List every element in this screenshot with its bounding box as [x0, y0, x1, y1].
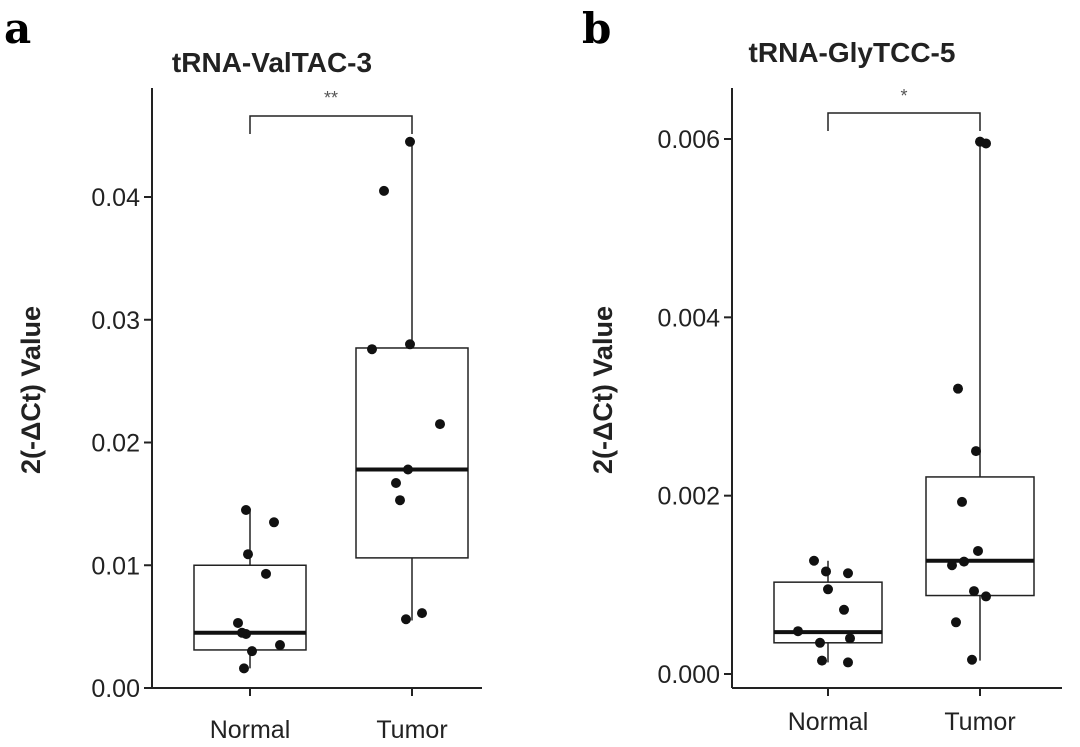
significance-bracket	[827, 112, 981, 131]
x-tick-label-normal: Normal	[788, 708, 869, 736]
y-axis-label: 2(-ΔCt) Value	[588, 306, 618, 474]
panel-letter-b: b	[582, 4, 612, 53]
data-point-tumor	[367, 344, 377, 355]
data-point-normal	[237, 627, 247, 638]
y-tick-label: 0.02	[91, 430, 140, 458]
data-point-tumor	[417, 608, 427, 619]
x-tick-label-tumor: Tumor	[376, 716, 447, 744]
data-point-tumor	[953, 383, 963, 394]
y-axis-label: 2(-ΔCt) Value	[16, 306, 46, 474]
data-point-tumor	[973, 545, 983, 556]
data-point-normal	[239, 663, 249, 674]
chart-panel-b: tRNA-GlyTCC-5 2(-ΔCt) Value 0.000 0.002 0.00…	[588, 37, 1062, 736]
y-tick-label: 0.03	[91, 307, 140, 335]
data-point-normal	[275, 640, 285, 651]
data-point-normal	[269, 517, 279, 528]
y-tick-label: 0.00	[91, 675, 140, 703]
box-body	[193, 564, 307, 651]
data-point-normal	[843, 657, 853, 668]
data-point-normal	[261, 568, 271, 579]
data-point-tumor	[401, 614, 411, 625]
data-point-tumor	[981, 591, 991, 602]
data-point-tumor	[969, 586, 979, 597]
y-tick-label: 0.002	[657, 483, 720, 511]
y-tick-label: 0.004	[657, 304, 720, 332]
significance-label: *	[900, 86, 907, 106]
data-point-normal	[243, 549, 253, 560]
data-point-tumor	[403, 464, 413, 475]
data-point-normal	[817, 655, 827, 666]
data-point-tumor	[405, 339, 415, 350]
box-body	[925, 476, 1035, 597]
y-tick-label: 0.000	[657, 661, 720, 689]
panel-letter-a: a	[4, 4, 32, 53]
data-point-tumor	[967, 654, 977, 665]
box-tumor	[925, 141, 1035, 661]
chart-panel-a: tRNA-ValTAC-3 2(-ΔCt) Value 0.00 0.01 0.02 0.…	[16, 47, 482, 744]
x-tick-label-tumor: Tumor	[944, 708, 1015, 736]
data-point-tumor	[959, 556, 969, 567]
data-point-tumor	[981, 138, 991, 149]
data-point-tumor	[957, 496, 967, 507]
data-point-normal	[233, 617, 243, 628]
significance-bracket	[249, 115, 413, 134]
y-tick-label: 0.04	[91, 184, 140, 212]
data-point-tumor	[391, 478, 401, 489]
box-tumor	[355, 142, 469, 621]
y-tick-label: 0.01	[91, 552, 140, 580]
x-tick-label-normal: Normal	[210, 716, 291, 744]
data-point-normal	[793, 626, 803, 637]
chart-title: tRNA-GlyTCC-5	[749, 37, 956, 68]
data-point-normal	[843, 568, 853, 579]
data-point-tumor	[395, 495, 405, 506]
data-point-tumor	[435, 419, 445, 430]
significance-label: **	[324, 88, 338, 108]
data-point-tumor	[947, 560, 957, 571]
data-point-normal	[241, 505, 251, 516]
data-point-normal	[809, 555, 819, 566]
data-point-normal	[821, 566, 831, 577]
y-tick-label: 0.006	[657, 126, 720, 154]
data-point-tumor	[951, 617, 961, 628]
data-point-normal	[845, 633, 855, 644]
data-point-tumor	[405, 136, 415, 147]
data-point-normal	[247, 646, 257, 657]
data-point-normal	[815, 637, 825, 648]
data-point-normal	[839, 604, 849, 615]
data-point-normal	[823, 584, 833, 595]
data-point-tumor	[971, 446, 981, 457]
chart-title: tRNA-ValTAC-3	[172, 47, 372, 78]
box-normal	[193, 511, 307, 669]
data-point-tumor	[379, 185, 389, 196]
box-body	[355, 347, 469, 559]
